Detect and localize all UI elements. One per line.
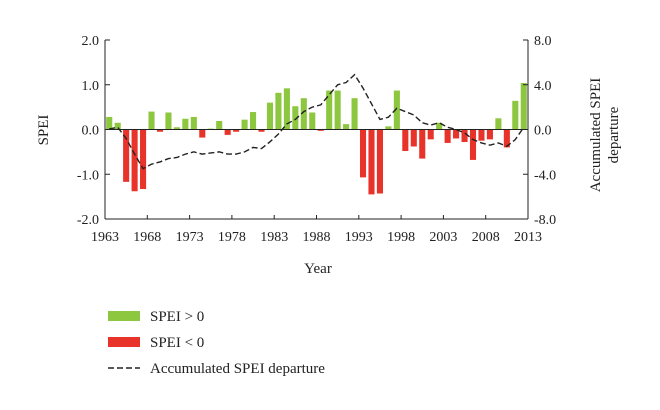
bar-1991 [334,90,341,130]
left-tick-label: 2.0 [82,34,100,49]
bar-1986 [292,106,299,130]
legend-swatch-2 [108,337,140,347]
left-axis-label: SPEI [36,115,52,146]
x-tick-label: 1983 [260,230,288,245]
bar-2004 [444,129,451,143]
bar-1985 [283,88,290,130]
bar-1969 [148,111,155,130]
bar-1974 [190,116,197,130]
x-tick-label: 2003 [429,230,457,245]
accumulated-spei-line [109,73,525,170]
bar-2006 [461,129,468,143]
bar-1995 [368,129,375,195]
bar-1984 [275,92,282,130]
right-tick-label: -4.0 [534,168,556,183]
bar-1981 [250,112,257,130]
right-tick-label: 8.0 [534,34,552,49]
bar-2003 [436,122,443,130]
x-tick-label: 1998 [387,230,415,245]
bar-1993 [351,98,358,130]
x-tick-label: 1988 [303,230,331,245]
bars-layer [106,82,527,195]
bar-1965 [114,122,121,130]
bar-1989 [317,129,324,131]
bar-1996 [376,129,383,194]
bar-1967 [131,129,138,192]
bar-1970 [156,129,164,132]
bar-1975 [199,129,206,138]
left-tick-label: -1.0 [77,168,99,183]
legend-label-1: SPEI > 0 [150,309,204,325]
bar-2007 [469,129,477,160]
bar-1978 [224,129,231,135]
bar-1982 [258,129,265,132]
bar-2010 [495,118,502,130]
bar-1971 [165,112,172,130]
legend-label-3: Accumulated SPEI departure [150,361,325,377]
right-axis-label: Accumulated SPEI [588,78,604,193]
legend-swatch-1 [108,311,140,321]
x-axis-label: Year [304,261,332,277]
right-tick-label: 0.0 [534,124,552,139]
legend-label-2: SPEI < 0 [150,335,204,351]
left-ticks: 2.0 1.0 0.0 -1.0 -2.0 [77,34,110,228]
x-tick-label: 1963 [91,230,119,245]
left-tick-label: -2.0 [77,213,99,228]
bar-2013 [520,82,527,130]
bar-1977 [216,121,223,130]
x-tick-label: 1968 [133,230,161,245]
left-tick-label: 1.0 [82,79,100,94]
bar-1987 [300,98,307,130]
bar-1997 [385,126,392,130]
bar-1992 [343,124,350,130]
bar-1968 [140,129,147,190]
bar-2002 [427,129,434,140]
legend: SPEI > 0 SPEI < 0 Accumulated SPEI departu… [108,309,325,377]
x-tick-label: 1993 [345,230,373,245]
right-tick-label: 4.0 [534,79,552,94]
bar-1964 [106,116,113,130]
x-tick-label: 2013 [514,230,542,245]
right-ticks: 8.0 4.0 0.0 -4.0 -8.0 [523,34,556,228]
bar-2009 [486,129,493,140]
bar-1979 [233,129,240,132]
bar-2012 [512,100,519,130]
x-tick-label: 1978 [218,230,246,245]
bar-2000 [410,129,417,147]
bar-2001 [419,129,426,159]
x-tick-label: 1973 [176,230,204,245]
bar-1973 [182,118,189,130]
bar-2011 [503,129,510,148]
bar-1988 [309,112,316,130]
bar-1972 [173,127,180,130]
bar-2005 [453,129,460,139]
bar-1966 [123,129,130,182]
bar-1990 [326,90,333,130]
x-ticks: 1963 1968 1973 1978 1983 1988 1993 1998 2003 2008… [91,215,542,245]
bar-1980 [241,119,248,130]
bar-1994 [359,129,367,178]
left-tick-label: 0.0 [82,124,100,139]
right-tick-label: -8.0 [534,213,556,228]
bar-1998 [393,90,400,130]
bar-1983 [266,102,274,130]
right-axis-label-line2: departure [606,106,622,163]
line-layer [109,73,525,170]
bar-2008 [478,129,485,141]
x-tick-label: 2008 [472,230,500,245]
bar-1999 [402,129,409,151]
